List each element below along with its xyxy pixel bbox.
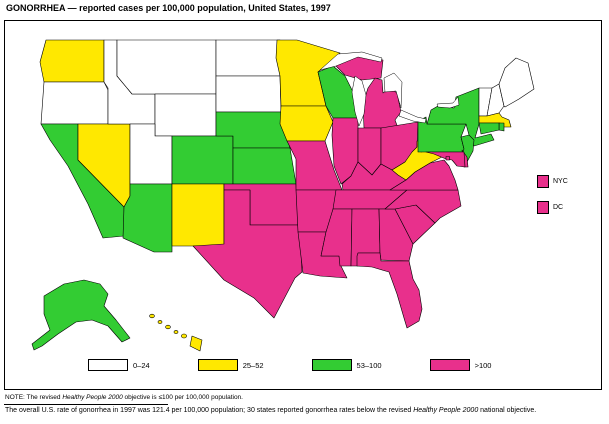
state-wy [154,93,217,137]
state-fl [356,252,423,329]
legend-label-25-52: 25–52 [242,360,264,370]
legend-item-25-52: 25–52 [197,359,264,371]
state-md [425,151,466,168]
legend-swatch-25-52 [197,359,238,371]
legend-item-gt-100: >100 [429,359,492,371]
state-nc [384,189,462,224]
dc-color-swatch [537,201,549,214]
note-text: NOTE: The revised Healthy People 2000 ob… [5,394,243,401]
legend-swatch-53-100 [311,359,352,371]
state-or [40,81,109,125]
legend-label-0-24: 0–24 [133,360,150,370]
state-ia [279,105,334,142]
state-hi-island [157,320,163,324]
state-co [171,135,234,185]
legend-label-53-100: 53–100 [356,360,382,370]
footnote-text: The overall U.S. rate of gonorrhea in 19… [5,407,537,414]
map-frame [4,20,602,390]
lake-ontario [436,96,460,109]
us-choropleth-map [31,39,535,352]
lake-superior [319,51,383,71]
state-hi-island [149,313,155,319]
state-ri [498,122,505,132]
dc-label: DC [553,204,564,211]
legend: 0–24 25–52 53–100 >100 [88,359,539,371]
legend-label-gt-100: >100 [474,360,492,370]
city-legend: NYC DC [537,175,568,227]
state-hi-island [181,333,187,339]
state-hi-island [173,330,179,334]
city-legend-item-dc: DC [537,201,568,214]
state-il [331,117,359,185]
lake-erie [398,109,427,124]
legend-item-53-100: 53–100 [311,359,382,371]
legend-swatch-0-24 [88,359,128,371]
legend-item-0-24: 0–24 [88,359,150,371]
state-ct [478,122,500,135]
legend-swatch-gt-100 [429,359,470,371]
state-nm [171,183,225,247]
state-nh [486,83,505,117]
figure-title: GONORRHEA — reported cases per 100,000 p… [6,3,331,13]
lake-huron [383,72,403,109]
state-hi-island [165,324,171,330]
state-mt [116,39,217,95]
state-sd [215,75,282,113]
state-ak [31,279,131,351]
state-tx [192,189,303,319]
state-ks [232,147,297,185]
state-az [122,183,173,253]
state-me [498,57,535,108]
state-hi-big-island [189,335,203,352]
state-nd [215,39,281,77]
nyc-color-swatch [537,175,549,188]
city-legend-item-nyc: NYC [537,175,568,188]
nyc-label: NYC [553,178,568,185]
footnote-divider [4,404,168,405]
state-dc [445,156,450,161]
lake-michigan [351,75,367,127]
state-wa [39,39,105,83]
